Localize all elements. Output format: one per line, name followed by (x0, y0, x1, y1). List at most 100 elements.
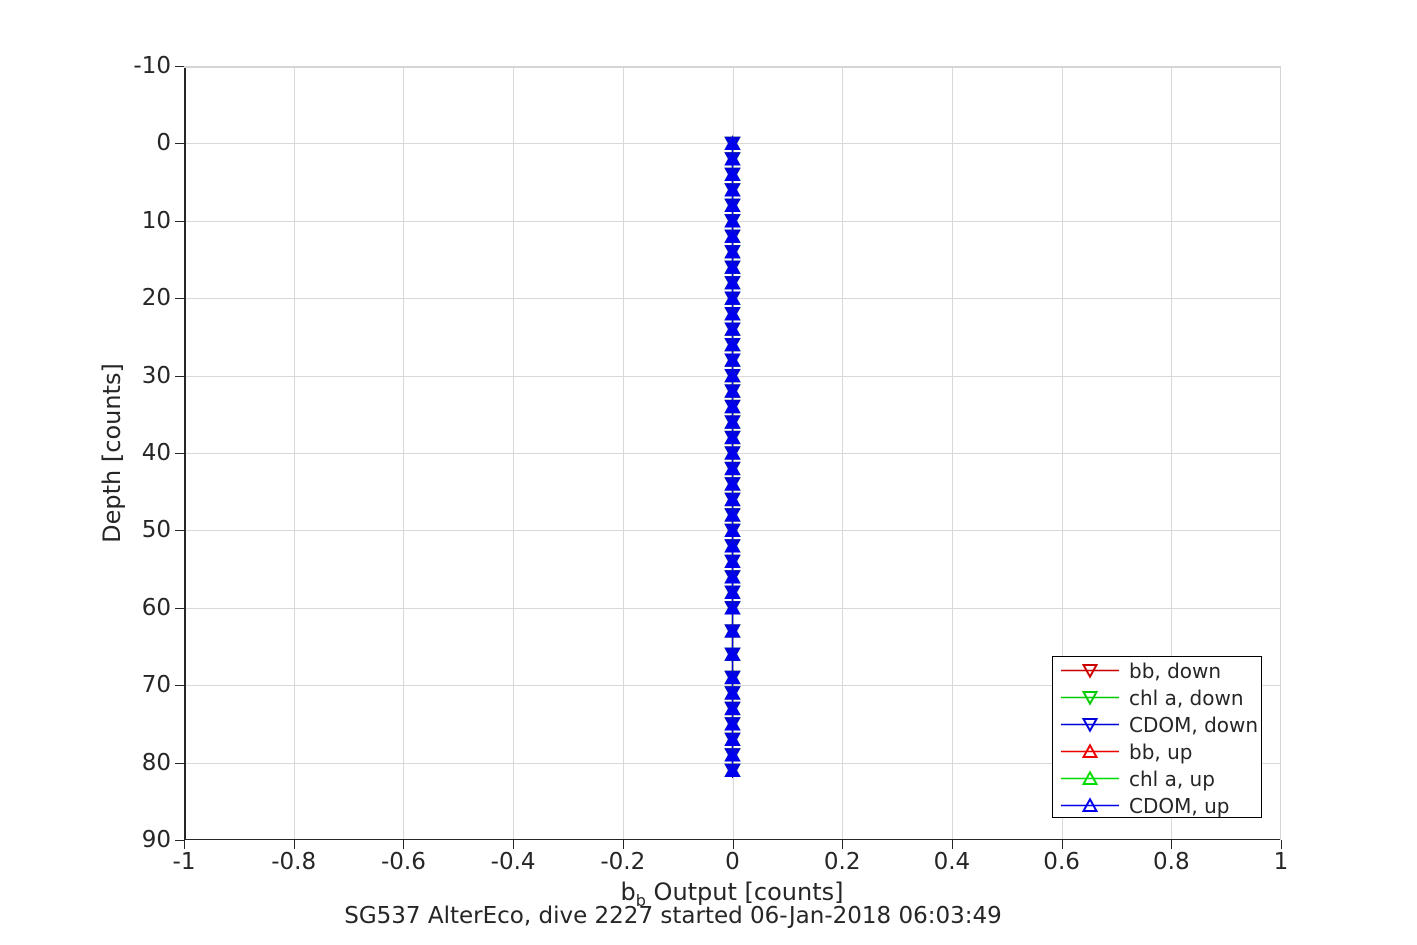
series-marker (724, 398, 741, 414)
x-axis-title: bb Output [counts] (621, 878, 844, 910)
x-axis-title-symbol: b (620, 878, 636, 906)
series-marker (724, 599, 741, 615)
legend-marker-triangle-down-icon (1061, 663, 1119, 679)
x-axis-tick (1061, 840, 1063, 849)
legend-item[interactable]: CDOM, up (1053, 792, 1261, 819)
x-axis-tick (293, 840, 295, 849)
gridline-vertical (622, 66, 624, 840)
series-marker (724, 669, 741, 685)
series-marker (724, 684, 741, 700)
series-marker (724, 646, 741, 661)
legend-item[interactable]: chl a, up (1053, 765, 1261, 792)
x-axis-tick (732, 840, 734, 849)
y-axis-tick (175, 66, 184, 67)
x-axis-tick (184, 840, 185, 849)
series-marker (724, 584, 741, 599)
series-marker (724, 197, 741, 212)
y-axis-tick (175, 607, 184, 609)
legend-marker-triangle-up-icon (1061, 797, 1119, 813)
series-marker (724, 274, 741, 290)
gridline-vertical (513, 66, 515, 840)
figure-caption: SG537 AlterEco, dive 2227 started 06-Jan… (344, 903, 1002, 929)
y-axis-tick-label: 90 (141, 827, 171, 853)
legend-item[interactable]: CDOM, down (1053, 711, 1261, 738)
y-axis-tick (175, 143, 184, 145)
y-axis-tick (175, 685, 184, 687)
legend-item[interactable]: bb, down (1053, 657, 1261, 684)
x-axis-tick-label: 1 (1273, 849, 1289, 875)
y-axis-tick-label: 0 (156, 130, 171, 157)
axis-spine-left (184, 66, 186, 840)
series-marker (724, 166, 741, 182)
series-marker (724, 243, 741, 259)
y-axis-tick-label: 20 (141, 285, 171, 312)
series-marker (724, 228, 741, 243)
legend-item-label: CDOM, down (1129, 712, 1259, 737)
series-marker (724, 382, 741, 398)
gridline-vertical (951, 66, 953, 840)
x-axis-tick (513, 840, 515, 849)
x-axis-tick-label: -0.8 (271, 849, 317, 875)
y-axis-tick (175, 762, 184, 764)
legend-marker-triangle-down-icon (1061, 717, 1119, 733)
data-series-layer (184, 66, 1281, 840)
legend-item-label: bb, down (1129, 658, 1222, 683)
plot-area[interactable]: -10 0 10 20 30 40 50 60 70 80 90 -1 -0.8 -0.6 -0.4 -0.2… (133, 53, 1288, 875)
gridline-vertical (403, 66, 405, 840)
x-axis-tick (1171, 840, 1173, 849)
series-marker (724, 321, 741, 336)
y-axis-tick-label: 30 (141, 362, 171, 389)
y-axis-tick (175, 375, 184, 377)
y-axis-tick-label: 40 (141, 440, 171, 466)
x-axis-tick (842, 840, 844, 849)
y-axis-title: Depth [counts] (98, 363, 126, 543)
legend-item[interactable]: bb, up (1053, 738, 1261, 765)
x-axis-title-main: Output [counts] (653, 878, 844, 906)
axis-spine-right (1279, 66, 1281, 840)
series-marker (724, 181, 741, 197)
y-axis-tick-label: 60 (141, 594, 171, 621)
series-marker (724, 336, 741, 352)
series-marker (724, 352, 741, 367)
series-marker (724, 731, 741, 747)
y-axis-tick (175, 840, 184, 841)
series-marker (724, 150, 741, 166)
series-marker (724, 305, 741, 321)
gridline-vertical (1061, 66, 1063, 840)
x-axis-tick (403, 840, 405, 849)
x-axis-tick-label: 0 (725, 849, 740, 875)
axis-spine-bottom (184, 838, 1281, 840)
y-axis-tick-label: -10 (133, 53, 171, 79)
data-series (724, 135, 741, 777)
y-axis-tick-label: 10 (141, 207, 171, 234)
legend-item-label: chl a, down (1129, 685, 1244, 710)
series-marker (724, 622, 741, 638)
x-axis-tick-label: -0.6 (380, 849, 426, 875)
x-axis-tick-label: -0.2 (600, 849, 646, 875)
legend-item-label: CDOM, up (1129, 793, 1230, 818)
y-axis-tick-label: 80 (141, 749, 171, 776)
y-axis-tick (175, 453, 184, 454)
axis-spine-top (184, 66, 1281, 68)
series-marker (724, 537, 741, 553)
x-axis-tick (1281, 840, 1282, 849)
series-marker (724, 259, 741, 274)
series-marker (724, 746, 741, 762)
y-axis-tick (175, 530, 184, 532)
x-axis-tick-label: -0.4 (490, 849, 536, 875)
series-marker (724, 475, 741, 491)
legend-item-label: bb, up (1129, 739, 1193, 764)
x-axis-tick (622, 840, 624, 849)
series-marker (724, 460, 741, 476)
series-marker (724, 444, 741, 460)
series-marker (724, 568, 741, 584)
series-marker (724, 429, 741, 445)
legend[interactable]: bb, down chl a, down CDOM, down bb, up chl a… (1052, 656, 1262, 818)
legend-item[interactable]: chl a, down (1053, 684, 1261, 711)
x-axis-title-subscript: b (635, 890, 646, 910)
series-marker (724, 506, 741, 522)
x-axis-tick-label: 0.6 (1043, 849, 1080, 875)
series-marker (724, 553, 741, 569)
series-marker (724, 491, 741, 507)
